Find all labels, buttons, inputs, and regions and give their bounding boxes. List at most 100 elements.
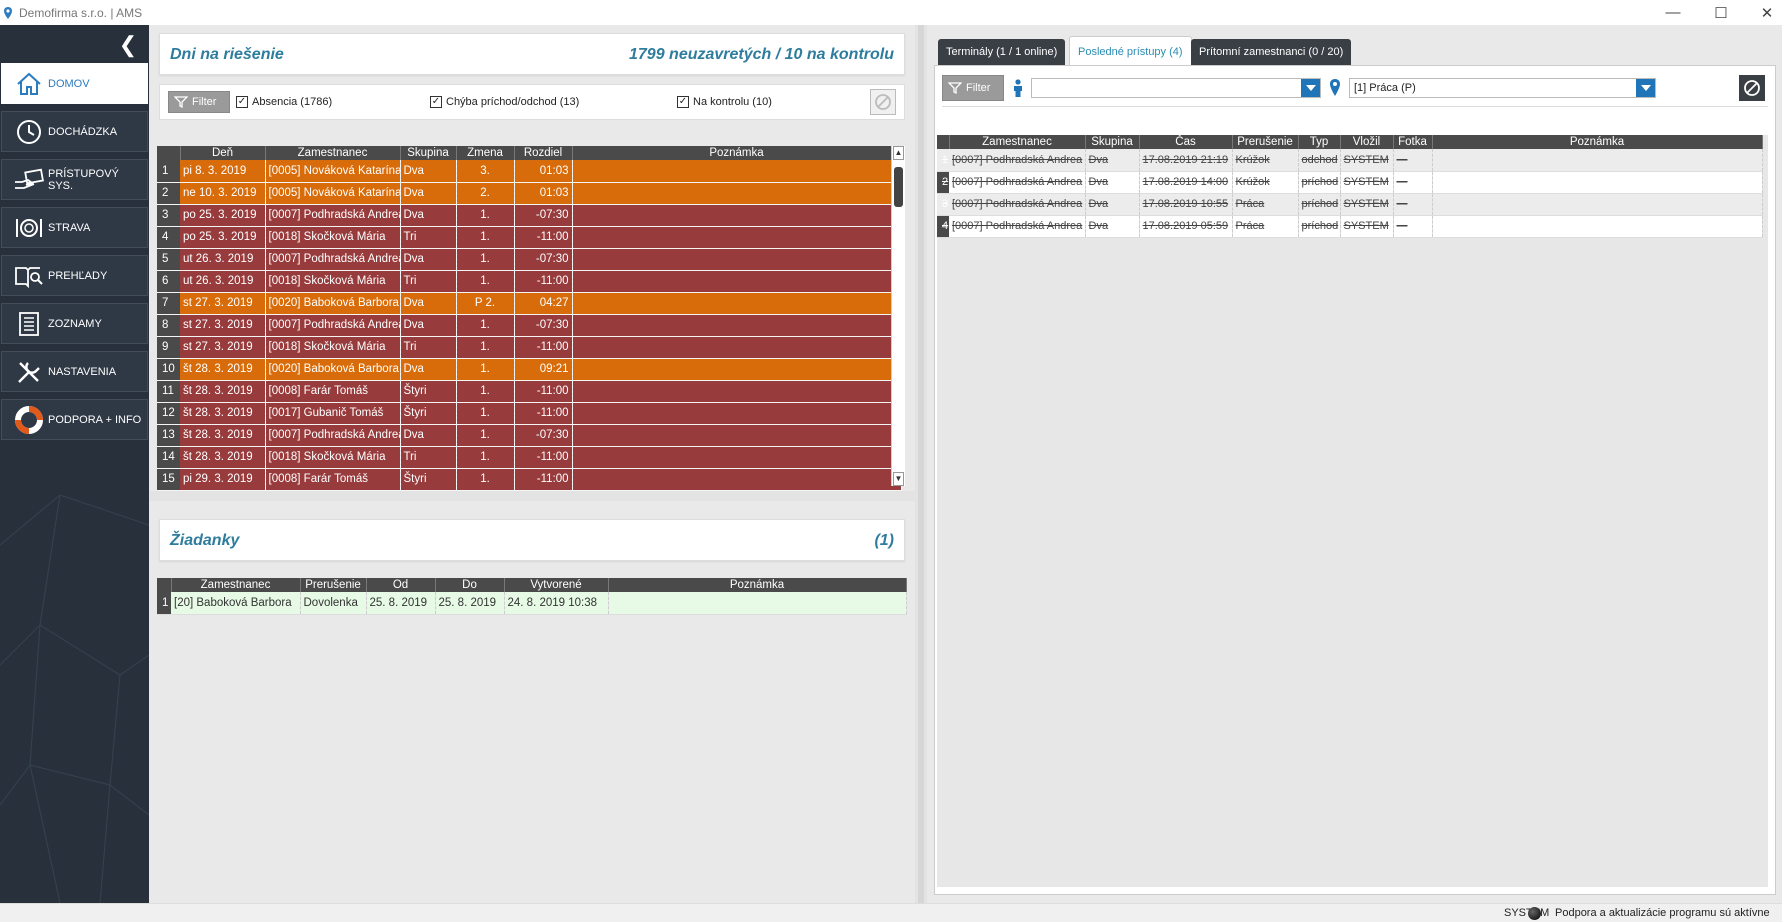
collapse-sidebar-button[interactable]: ❮ bbox=[118, 32, 138, 57]
days-table: Deň Zamestnanec Skupina Zmena Rozdiel Po… bbox=[157, 146, 902, 491]
column-header[interactable]: Skupina bbox=[1085, 135, 1140, 149]
cell-note bbox=[572, 314, 902, 337]
chevron-down-icon[interactable] bbox=[1301, 79, 1320, 97]
table-row[interactable]: 3 [0007] Podhradská Andrea Dva 17.08.2019 1… bbox=[937, 193, 1763, 216]
table-row[interactable]: 5 ut 26. 3. 2019 [0007] Podhradská Andrea D… bbox=[157, 248, 902, 271]
column-header[interactable]: Zmena bbox=[456, 146, 515, 160]
clear-filter-button[interactable] bbox=[870, 89, 896, 115]
cell-group: Dva bbox=[400, 204, 457, 227]
tools-icon bbox=[14, 357, 44, 387]
person-select[interactable] bbox=[1031, 78, 1321, 98]
column-header[interactable]: Vytvorené bbox=[504, 578, 609, 592]
column-header[interactable]: Poznámka bbox=[572, 146, 902, 160]
column-header[interactable]: Do bbox=[435, 578, 505, 592]
chevron-down-icon[interactable] bbox=[1636, 79, 1655, 97]
cell-inserted-by: SYSTEM bbox=[1340, 215, 1394, 238]
scroll-down-button[interactable]: ▼ bbox=[893, 472, 904, 486]
table-header: Deň Zamestnanec Skupina Zmena Rozdiel Po… bbox=[157, 146, 902, 160]
scroll-thumb[interactable] bbox=[894, 167, 903, 207]
column-header[interactable]: Poznámka bbox=[608, 578, 907, 592]
days-scrollbar[interactable]: ▲ ▼ bbox=[891, 146, 905, 486]
nav-dochadzka[interactable]: DOCHÁDZKA bbox=[1, 111, 148, 152]
table-row[interactable]: 13 št 28. 3. 2019 [0007] Podhradská Andrea… bbox=[157, 424, 902, 447]
column-header[interactable]: Zamestnanec bbox=[949, 135, 1086, 149]
column-header[interactable]: Čas bbox=[1139, 135, 1233, 149]
card-hand-icon bbox=[14, 165, 44, 195]
column-header[interactable]: Zamestnanec bbox=[265, 146, 401, 160]
sidebar-background-pattern bbox=[0, 494, 149, 903]
table-row[interactable]: 12 št 28. 3. 2019 [0017] Gubanič Tomáš Štyr… bbox=[157, 402, 902, 425]
table-row[interactable]: 10 št 28. 3. 2019 [0020] Baboková Barbora D… bbox=[157, 358, 902, 381]
cell-group: Štyri bbox=[400, 380, 457, 403]
nav-label: PRÍSTUPOVÝ SYS. bbox=[48, 167, 119, 192]
table-row[interactable]: 2 ne 10. 3. 2019 [0005] Nováková Katarína D… bbox=[157, 182, 902, 205]
nav-prehlady[interactable]: PREHĽADY bbox=[1, 255, 148, 296]
cell-employee: [0007] Podhradská Andrea bbox=[949, 149, 1086, 172]
checkbox-chyba-prichod-odchod[interactable]: ✓ Chýba príchod/odchod (13) bbox=[430, 96, 580, 108]
column-header[interactable]: Prerušenie bbox=[300, 578, 367, 592]
tab-content: Filter [1] Práca (P) Zamestna bbox=[934, 65, 1776, 895]
nav-strava[interactable]: STRAVA bbox=[1, 207, 148, 248]
tab-pritomni-zamestnanci[interactable]: Prítomní zamestnanci (0 / 20) bbox=[1191, 39, 1352, 65]
column-header[interactable]: Deň bbox=[180, 146, 266, 160]
checkbox-absencia[interactable]: ✓ Absencia (1786) bbox=[236, 96, 333, 108]
column-header[interactable]: Skupina bbox=[400, 146, 457, 160]
table-row[interactable]: 1 [20] Baboková Barbora Dovolenka 25. 8. 20… bbox=[157, 592, 907, 615]
scroll-up-button[interactable]: ▲ bbox=[893, 146, 904, 160]
column-header[interactable]: Vložil bbox=[1340, 135, 1394, 149]
cell-day: st 27. 3. 2019 bbox=[180, 336, 266, 359]
table-row[interactable]: 1 pi 8. 3. 2019 [0005] Nováková Katarína Dv… bbox=[157, 160, 902, 183]
tab-terminaly[interactable]: Terminály (1 / 1 online) bbox=[938, 39, 1066, 65]
left-panel: Dni na riešenie 1799 neuzavretých / 10 n… bbox=[149, 25, 915, 903]
nav-domov[interactable]: DOMOV bbox=[1, 63, 148, 104]
table-row[interactable]: 6 ut 26. 3. 2019 [0018] Skočková Mária Tri 1… bbox=[157, 270, 902, 293]
checkbox-box[interactable]: ✓ bbox=[677, 96, 689, 108]
table-row[interactable]: 2 [0007] Podhradská Andrea Dva 17.08.2019 1… bbox=[937, 171, 1763, 194]
cell-group: Dva bbox=[1085, 149, 1140, 172]
access-filter-button[interactable]: Filter bbox=[942, 75, 1004, 101]
close-button[interactable]: ✕ bbox=[1760, 4, 1774, 22]
table-row[interactable]: 4 [0007] Podhradská Andrea Dva 17.08.2019 0… bbox=[937, 215, 1763, 238]
cell-difference: -11:00 bbox=[514, 226, 573, 249]
location-select[interactable]: [1] Práca (P) bbox=[1349, 78, 1656, 98]
cell-note bbox=[572, 248, 902, 271]
table-row[interactable]: 11 št 28. 3. 2019 [0008] Farár Tomáš Štyri 1… bbox=[157, 380, 902, 403]
cell-shift: 1. bbox=[456, 270, 515, 293]
table-row[interactable]: 14 št 28. 3. 2019 [0018] Skočková Mária Tri… bbox=[157, 446, 902, 469]
nav-zoznamy[interactable]: ZOZNAMY bbox=[1, 303, 148, 344]
cell-shift: 1. bbox=[456, 226, 515, 249]
cell-day: št 28. 3. 2019 bbox=[180, 380, 266, 403]
maximize-button[interactable]: ☐ bbox=[1714, 4, 1728, 22]
column-header[interactable]: Fotka bbox=[1393, 135, 1433, 149]
column-header[interactable]: Poznámka bbox=[1432, 135, 1763, 149]
cell-inserted-by: SYSTEM bbox=[1340, 149, 1394, 172]
minimize-button[interactable]: — bbox=[1665, 4, 1681, 21]
column-header[interactable]: Zamestnanec bbox=[171, 578, 301, 592]
nav-nastavenia[interactable]: NASTAVENIA bbox=[1, 351, 148, 392]
checkbox-box[interactable]: ✓ bbox=[430, 96, 442, 108]
clear-access-filter-button[interactable] bbox=[1739, 75, 1765, 101]
nav-podpora-info[interactable]: PODPORA + INFO bbox=[1, 399, 148, 440]
table-row[interactable]: 1 [0007] Podhradská Andrea Dva 17.08.2019 2… bbox=[937, 149, 1763, 172]
cell-difference: -11:00 bbox=[514, 336, 573, 359]
column-header[interactable]: Rozdiel bbox=[514, 146, 573, 160]
table-row[interactable]: 4 po 25. 3. 2019 [0018] Skočková Mária Tri 1… bbox=[157, 226, 902, 249]
checkbox-box[interactable]: ✓ bbox=[236, 96, 248, 108]
panel-divider[interactable] bbox=[915, 25, 927, 903]
cell-day: št 28. 3. 2019 bbox=[180, 446, 266, 469]
table-row[interactable]: 15 pi 29. 3. 2019 [0008] Farár Tomáš Štyri 1… bbox=[157, 468, 902, 491]
column-header[interactable]: Od bbox=[366, 578, 436, 592]
table-row[interactable]: 3 po 25. 3. 2019 [0007] Podhradská Andrea D… bbox=[157, 204, 902, 227]
column-header[interactable]: Typ bbox=[1298, 135, 1341, 149]
checkbox-na-kontrolu[interactable]: ✓ Na kontrolu (10) bbox=[677, 96, 772, 108]
cell-note bbox=[608, 592, 907, 615]
cell-group: Tri bbox=[400, 270, 457, 293]
nav-pristupovy-system[interactable]: PRÍSTUPOVÝ SYS. bbox=[1, 159, 148, 200]
splitter[interactable] bbox=[149, 491, 915, 501]
column-header[interactable]: Prerušenie bbox=[1232, 135, 1299, 149]
days-filter-button[interactable]: Filter bbox=[168, 91, 230, 113]
tab-posledne-pristupy[interactable]: Posledné prístupy (4) bbox=[1069, 36, 1192, 66]
